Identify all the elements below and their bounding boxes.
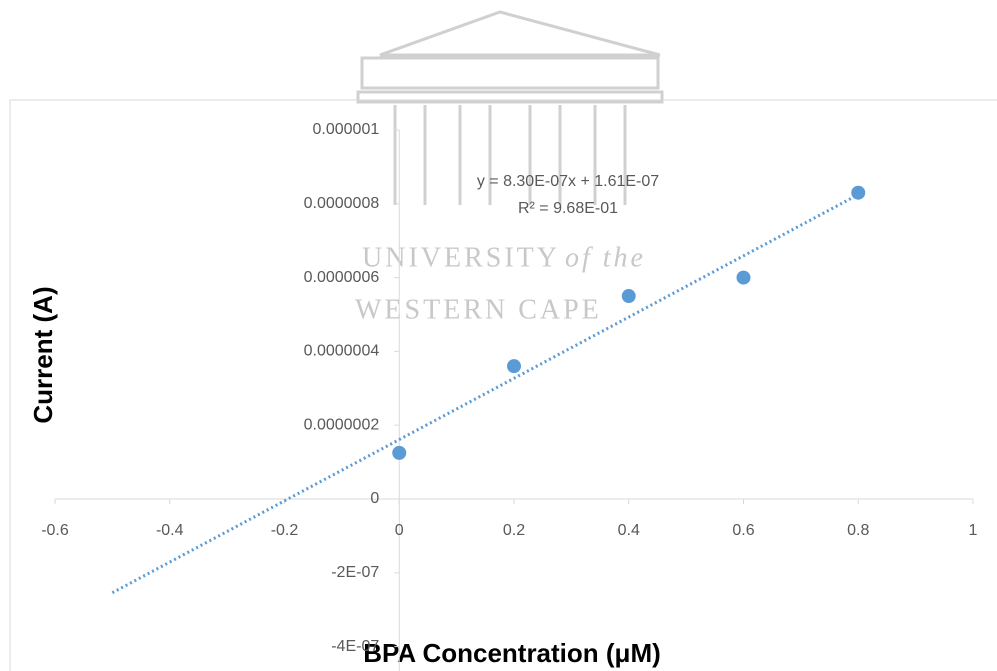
watermark-text: WESTERN CAPE [355, 294, 602, 325]
data-point [737, 271, 751, 285]
y-tick-label: -2E-07 [331, 564, 379, 581]
x-tick-label: 0.8 [847, 522, 869, 539]
x-tick-label: -0.4 [156, 522, 184, 539]
y-tick-label: 0.0000002 [304, 416, 380, 433]
x-tick-label: 1 [969, 522, 978, 539]
x-tick-label: -0.2 [271, 522, 299, 539]
y-tick-label: 0.000001 [313, 121, 380, 138]
x-tick-label: 0.4 [618, 522, 640, 539]
data-point [392, 446, 406, 460]
x-tick-label: 0.2 [503, 522, 525, 539]
y-tick-label: 0.0000006 [304, 269, 380, 286]
y-tick-label: 0 [370, 490, 379, 507]
data-point [622, 289, 636, 303]
trendline-r-squared: R² = 9.68E-01 [518, 200, 618, 217]
x-tick-label: -0.6 [41, 522, 69, 539]
x-tick-label: 0 [395, 522, 404, 539]
data-point [507, 359, 521, 373]
x-tick-label: 0.6 [732, 522, 754, 539]
y-axis-title: Current (A) [28, 286, 58, 423]
trendline-equation: y = 8.30E-07x + 1.61E-07 [477, 173, 659, 190]
watermark-text: of the [565, 242, 646, 273]
y-tick-label: -4E-07 [331, 638, 379, 655]
data-point [851, 186, 865, 200]
watermark-text: UNIVERSITY [362, 242, 560, 273]
y-tick-label: 0.0000008 [304, 195, 380, 212]
y-tick-label: 0.0000004 [304, 343, 380, 360]
chart: UNIVERSITY of the WESTERN CAPE BPA Conce… [0, 0, 997, 671]
x-axis-title: BPA Concentration (μM) [363, 638, 661, 668]
